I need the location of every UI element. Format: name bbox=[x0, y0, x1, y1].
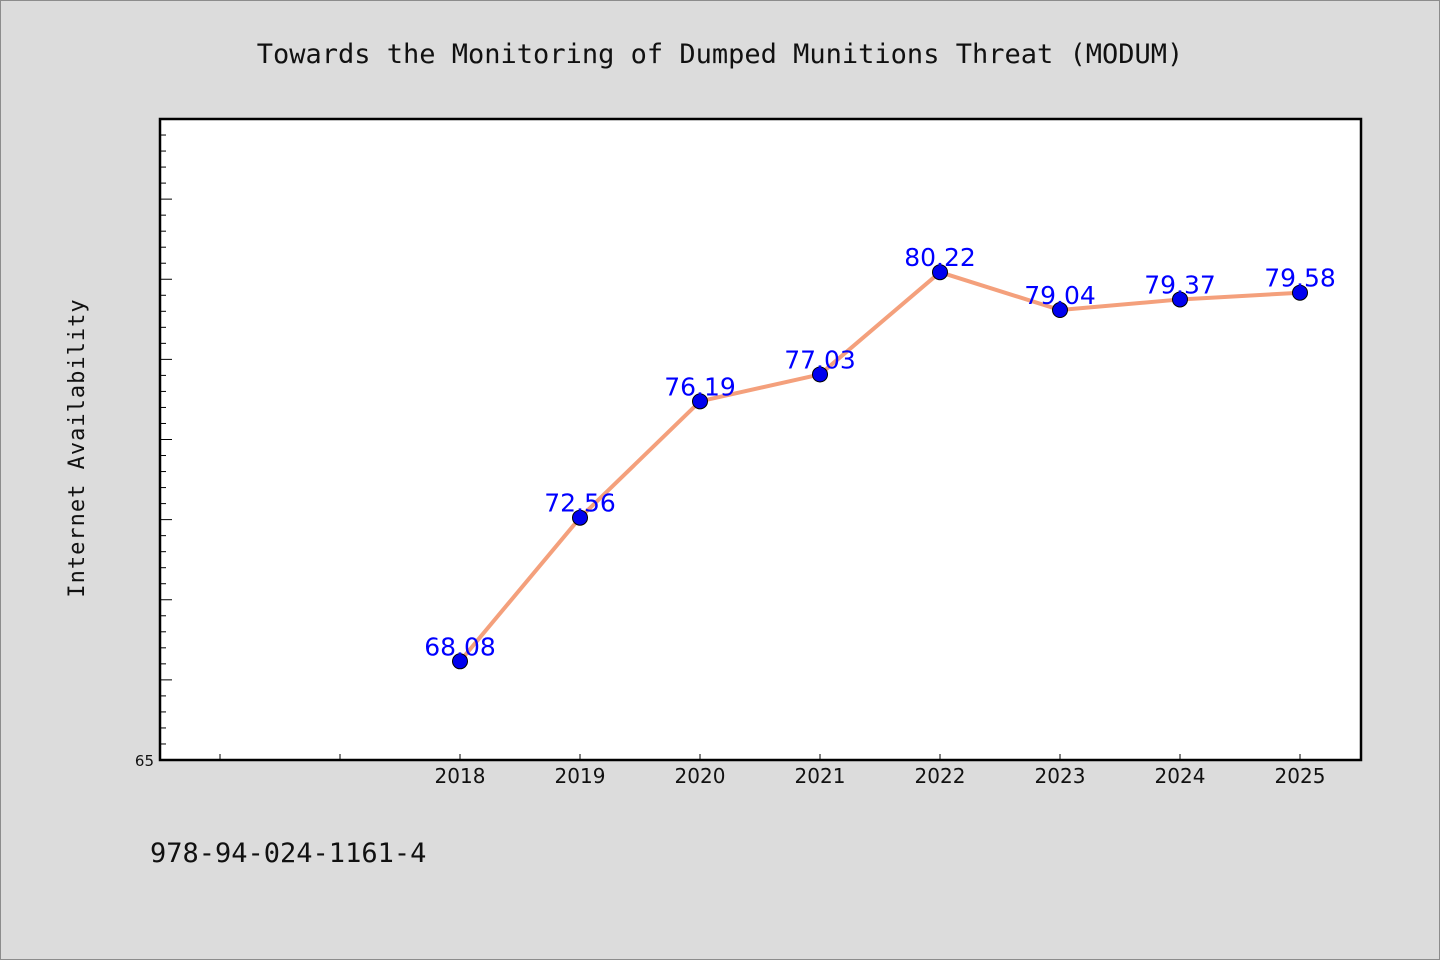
x-tick-label: 2021 bbox=[795, 764, 846, 788]
data-point bbox=[1292, 284, 1308, 301]
x-tick-label: 2024 bbox=[1155, 764, 1206, 788]
data-point bbox=[932, 264, 948, 281]
data-label: 77.03 bbox=[784, 345, 856, 374]
series-line bbox=[458, 270, 1302, 664]
data-label: 79.37 bbox=[1144, 270, 1216, 299]
x-tick-label: 2018 bbox=[435, 764, 486, 788]
data-label: 72.56 bbox=[544, 489, 616, 518]
x-axis-ticks: 2018 2019 2020 2021 2022 2023 2024 2025 bbox=[219, 754, 1326, 788]
y-axis-ticks: 65 bbox=[135, 134, 172, 770]
data-point bbox=[1172, 291, 1188, 308]
x-tick-label: 2019 bbox=[555, 764, 606, 788]
data-labels-group: 68.08 72.56 76.19 77.03 80.22 79.04 79.37 79.58 bbox=[424, 243, 1336, 661]
data-label: 68.08 bbox=[424, 632, 496, 661]
x-tick-label: 2022 bbox=[915, 764, 966, 788]
y-tick-label: 65 bbox=[135, 752, 154, 770]
data-label: 76.19 bbox=[664, 372, 736, 401]
isbn-footer: 978-94-024-1161-4 bbox=[150, 838, 426, 869]
data-label: 80.22 bbox=[904, 243, 976, 272]
data-point bbox=[572, 509, 588, 526]
x-tick-label: 2020 bbox=[675, 764, 726, 788]
plot-area bbox=[158, 117, 1363, 762]
data-label: 79.58 bbox=[1264, 264, 1336, 293]
series-line-group bbox=[458, 270, 1302, 664]
data-point bbox=[1052, 302, 1068, 319]
series-points-group bbox=[452, 264, 1308, 670]
x-tick-label: 2025 bbox=[1275, 764, 1326, 788]
data-label: 79.04 bbox=[1024, 281, 1096, 310]
chart-title: Towards the Monitoring of Dumped Munitio… bbox=[257, 39, 1184, 70]
x-tick-label: 2023 bbox=[1035, 764, 1086, 788]
data-point bbox=[692, 393, 708, 410]
y-axis-label: Internet Availability bbox=[65, 298, 90, 597]
data-point bbox=[812, 366, 828, 383]
data-point bbox=[452, 653, 468, 670]
